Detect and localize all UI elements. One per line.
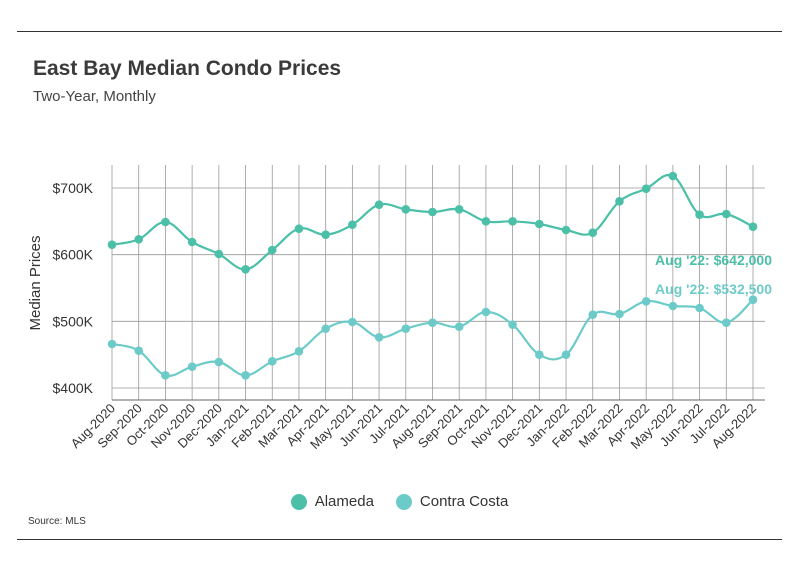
- data-point[interactable]: [187, 362, 197, 371]
- data-point[interactable]: [721, 209, 731, 219]
- data-point[interactable]: [481, 217, 491, 226]
- legend-item-contra-costa[interactable]: Contra Costa: [395, 493, 509, 510]
- data-point[interactable]: [374, 333, 384, 342]
- data-point[interactable]: [615, 197, 624, 206]
- data-point[interactable]: [107, 240, 117, 249]
- y-axis-label: Median Prices: [27, 235, 44, 330]
- data-point[interactable]: [588, 228, 598, 237]
- data-point[interactable]: [641, 297, 651, 306]
- data-point[interactable]: [348, 317, 357, 327]
- legend-marker-contra-costa: [395, 493, 412, 510]
- annotations: Aug '22: $642,000 Aug '22: $532,500: [655, 252, 772, 297]
- data-point[interactable]: [294, 224, 304, 233]
- legend-label-alameda: Alameda: [314, 493, 374, 510]
- data-point[interactable]: [535, 350, 544, 359]
- data-point[interactable]: [401, 324, 411, 333]
- data-point[interactable]: [187, 237, 197, 247]
- data-point[interactable]: [134, 346, 144, 355]
- data-point[interactable]: [214, 357, 224, 367]
- data-point[interactable]: [294, 347, 304, 356]
- data-point[interactable]: [348, 220, 357, 229]
- data-point[interactable]: [161, 371, 170, 380]
- data-point[interactable]: [508, 217, 517, 226]
- data-point[interactable]: [641, 184, 651, 193]
- data-point[interactable]: [615, 309, 624, 319]
- data-point[interactable]: [481, 307, 491, 317]
- data-point[interactable]: [668, 171, 678, 181]
- data-point[interactable]: [161, 217, 170, 227]
- data-point[interactable]: [241, 265, 250, 274]
- top-rule: [17, 31, 782, 32]
- data-point[interactable]: [214, 249, 224, 259]
- legend-marker-alameda: [290, 493, 307, 510]
- series-annotation: Aug '22: $532,500: [655, 281, 772, 297]
- legend: Alameda Contra Costa: [0, 493, 799, 510]
- data-point[interactable]: [321, 230, 330, 239]
- data-point[interactable]: [748, 295, 758, 304]
- data-point[interactable]: [267, 357, 277, 366]
- data-point[interactable]: [668, 301, 678, 311]
- data-point[interactable]: [401, 205, 411, 214]
- data-point[interactable]: [721, 318, 731, 327]
- data-point[interactable]: [107, 339, 117, 349]
- y-tick-label: $500K: [53, 313, 94, 329]
- y-tick-label: $600K: [53, 247, 94, 263]
- data-point[interactable]: [134, 235, 144, 244]
- data-point[interactable]: [428, 207, 437, 217]
- data-point[interactable]: [748, 222, 758, 231]
- data-point[interactable]: [241, 371, 250, 380]
- chart-subtitle: Two-Year, Monthly: [33, 88, 156, 105]
- data-point[interactable]: [588, 310, 598, 319]
- data-point[interactable]: [695, 210, 704, 219]
- data-point[interactable]: [561, 225, 571, 235]
- bottom-rule: [17, 539, 782, 540]
- y-tick-label: $700K: [53, 180, 94, 196]
- source-note: Source: MLS: [28, 516, 86, 527]
- data-point[interactable]: [561, 350, 571, 359]
- data-point[interactable]: [508, 320, 517, 329]
- legend-item-alameda[interactable]: Alameda: [290, 493, 374, 510]
- legend-label-contra-costa: Contra Costa: [419, 493, 509, 510]
- data-point[interactable]: [535, 219, 544, 229]
- data-point[interactable]: [454, 205, 464, 214]
- y-tick-label: $400K: [53, 380, 94, 396]
- series-annotation: Aug '22: $642,000: [655, 252, 772, 268]
- series-lines: [107, 171, 758, 380]
- data-point[interactable]: [321, 324, 330, 333]
- data-point[interactable]: [374, 200, 384, 209]
- data-point[interactable]: [454, 322, 464, 331]
- data-point[interactable]: [695, 303, 704, 313]
- data-point[interactable]: [267, 245, 277, 255]
- chart-title: East Bay Median Condo Prices: [33, 57, 342, 80]
- data-point[interactable]: [428, 318, 437, 327]
